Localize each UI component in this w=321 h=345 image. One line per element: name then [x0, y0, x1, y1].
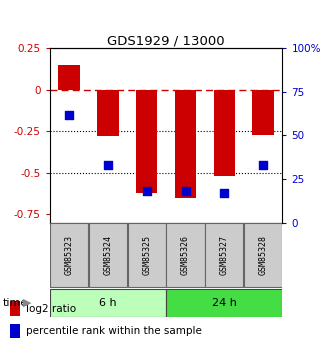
Bar [214, 90, 235, 176]
Text: 6 h: 6 h [99, 298, 117, 308]
Point [144, 188, 149, 194]
Point [66, 112, 72, 117]
Text: GSM85326: GSM85326 [181, 235, 190, 275]
Bar [166, 223, 205, 287]
Point [222, 190, 227, 196]
Text: GSM85323: GSM85323 [65, 235, 74, 275]
Bar [10, 324, 20, 338]
Bar [252, 90, 274, 135]
Text: GSM85328: GSM85328 [259, 235, 268, 275]
Bar [127, 223, 166, 287]
Point [261, 162, 266, 168]
Text: GSM85327: GSM85327 [220, 235, 229, 275]
Text: log2 ratio: log2 ratio [26, 304, 77, 314]
Bar [50, 289, 166, 317]
Bar [244, 223, 282, 287]
Text: time: time [3, 298, 29, 308]
Title: GDS1929 / 13000: GDS1929 / 13000 [107, 34, 225, 47]
Bar [97, 90, 118, 136]
Text: GSM85324: GSM85324 [103, 235, 112, 275]
Point [105, 162, 110, 168]
Bar [89, 223, 127, 287]
Bar [58, 65, 80, 90]
Bar [10, 301, 20, 316]
Text: ▶: ▶ [23, 298, 31, 308]
Bar [166, 289, 282, 317]
Bar [136, 90, 157, 193]
Text: GSM85325: GSM85325 [142, 235, 151, 275]
Point [183, 188, 188, 194]
Bar [205, 223, 244, 287]
Bar [175, 90, 196, 198]
Bar [50, 223, 88, 287]
Text: percentile rank within the sample: percentile rank within the sample [26, 326, 202, 336]
Text: 24 h: 24 h [212, 298, 237, 308]
